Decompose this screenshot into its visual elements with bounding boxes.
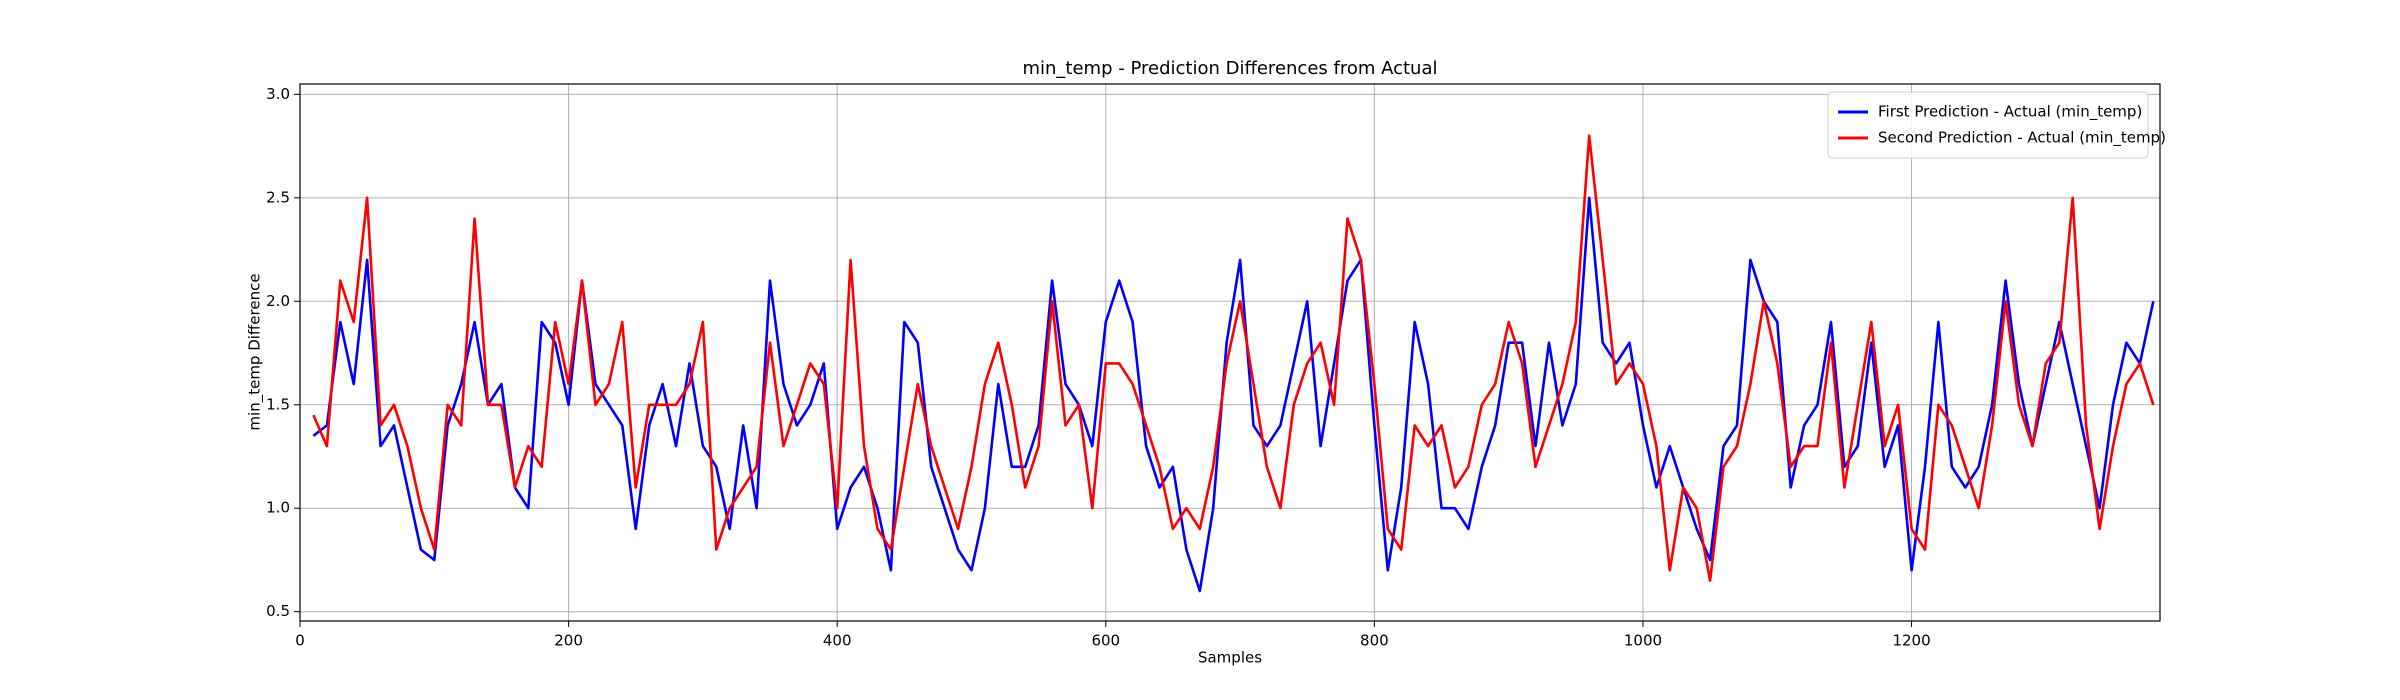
legend-box <box>1827 91 2149 159</box>
x-tick-label: 1200 <box>1892 632 1930 650</box>
x-tick-label: 0 <box>295 632 305 650</box>
y-tick-label: 2.0 <box>266 292 290 310</box>
y-tick-label: 0.5 <box>266 602 290 620</box>
y-axis-label: min_temp Difference <box>246 273 265 430</box>
legend-label: First Prediction - Actual (min_temp) <box>1878 103 2142 122</box>
x-tick-label: 600 <box>1091 632 1120 650</box>
x-axis-label: Samples <box>1198 649 1262 667</box>
y-tick-label: 2.5 <box>266 188 290 206</box>
y-tick-label: 1.0 <box>266 499 290 517</box>
data-line <box>312 196 2155 593</box>
y-tick-label: 3.0 <box>266 85 290 103</box>
plot-frame <box>299 83 2161 622</box>
x-tick-label: 1000 <box>1624 632 1662 650</box>
x-tick-label: 400 <box>823 632 852 650</box>
x-tick-label: 200 <box>554 632 583 650</box>
x-tick-label: 800 <box>1360 632 1389 650</box>
legend-label: Second Prediction - Actual (min_temp) <box>1878 129 2166 148</box>
data-line <box>312 134 2155 582</box>
y-tick-label: 1.5 <box>266 395 290 413</box>
chart-title: min_temp - Prediction Differences from A… <box>1022 58 1437 79</box>
